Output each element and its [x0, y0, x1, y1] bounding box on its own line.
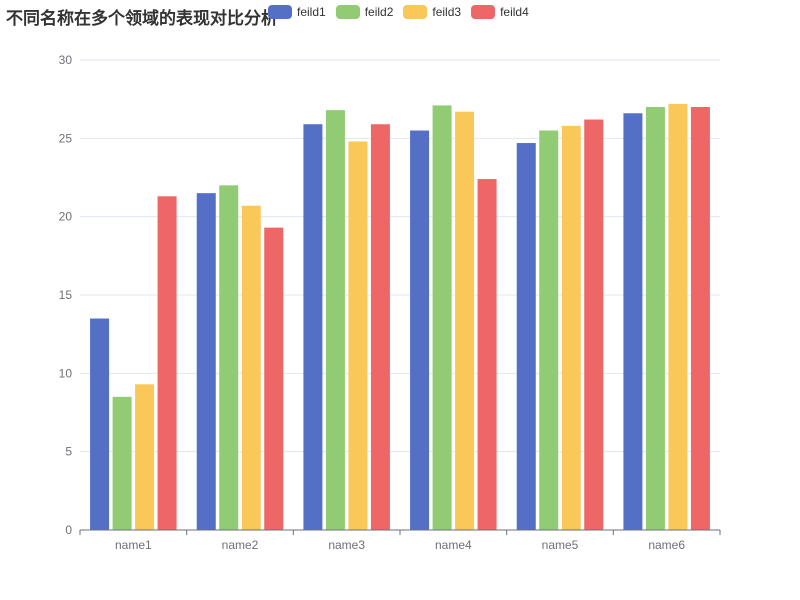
y-tick-label: 10: [59, 366, 73, 380]
bar-feild3-name2[interactable]: [241, 205, 261, 530]
bar-feild4-name1[interactable]: [157, 196, 177, 531]
legend-label-feild1: feild1: [297, 5, 326, 19]
legend-label-feild4: feild4: [500, 5, 529, 19]
legend: feild1 feild2 feild3 feild4: [268, 4, 529, 20]
gridlines: [80, 59, 720, 453]
legend-swatch-feild1: [268, 5, 292, 19]
legend-item-feild2[interactable]: feild2: [335, 5, 394, 19]
y-axis-ticks: 0 5 10 15 20 25 30: [59, 53, 73, 537]
x-tick-label: name6: [648, 538, 685, 552]
y-tick-label: 25: [59, 131, 73, 145]
bar-feild3-name4[interactable]: [455, 111, 475, 530]
y-tick-label: 0: [65, 523, 72, 537]
y-tick-label: 15: [59, 288, 73, 302]
y-tick-label: 5: [65, 445, 72, 459]
bar-feild1-name2[interactable]: [196, 193, 216, 530]
legend-item-feild3[interactable]: feild3: [403, 5, 461, 19]
bar-feild4-name2[interactable]: [264, 227, 284, 530]
x-tick-label: name5: [542, 538, 579, 552]
bar-feild1-name6[interactable]: [623, 113, 643, 531]
bars: [90, 103, 710, 531]
bar-feild4-name4[interactable]: [477, 179, 497, 531]
x-tick-label: name3: [328, 538, 365, 552]
bar-feild3-name3[interactable]: [348, 141, 368, 530]
bar-feild2-name6[interactable]: [645, 107, 665, 530]
legend-swatch-feild3: [403, 5, 428, 19]
y-tick-label: 20: [59, 210, 73, 224]
bar-feild2-name2[interactable]: [219, 185, 239, 531]
y-tick-label: 30: [59, 53, 73, 67]
bar-feild1-name5[interactable]: [516, 143, 536, 531]
bar-feild4-name6[interactable]: [690, 107, 710, 530]
bar-feild3-name1[interactable]: [135, 384, 155, 530]
bar-feild2-name5[interactable]: [539, 130, 559, 531]
chart-title: 不同名称在多个领域的表现对比分析: [6, 9, 278, 29]
bar-feild1-name4[interactable]: [410, 130, 430, 531]
legend-label-feild3: feild3: [432, 5, 462, 19]
x-tick-label: name1: [115, 538, 152, 552]
legend-item-feild1[interactable]: feild1: [268, 5, 326, 19]
bar-feild2-name1[interactable]: [112, 396, 132, 530]
bar-feild4-name3[interactable]: [370, 124, 390, 530]
bar-feild3-name5[interactable]: [561, 125, 581, 531]
x-axis: name1 name2 name3 name4 name5 name6: [79, 529, 721, 552]
x-tick-label: name2: [222, 538, 259, 552]
bar-feild1-name1[interactable]: [90, 318, 110, 531]
bar-feild1-name3[interactable]: [303, 124, 323, 530]
legend-item-feild4[interactable]: feild4: [471, 5, 529, 19]
bar-feild3-name6[interactable]: [668, 103, 688, 530]
legend-swatch-feild4: [471, 5, 496, 19]
legend-swatch-feild2: [335, 5, 360, 19]
bar-feild4-name5[interactable]: [584, 119, 604, 531]
x-tick-label: name4: [435, 538, 472, 552]
legend-label-feild2: feild2: [364, 5, 394, 19]
bar-feild2-name4[interactable]: [432, 105, 452, 530]
bar-feild2-name3[interactable]: [325, 110, 345, 530]
